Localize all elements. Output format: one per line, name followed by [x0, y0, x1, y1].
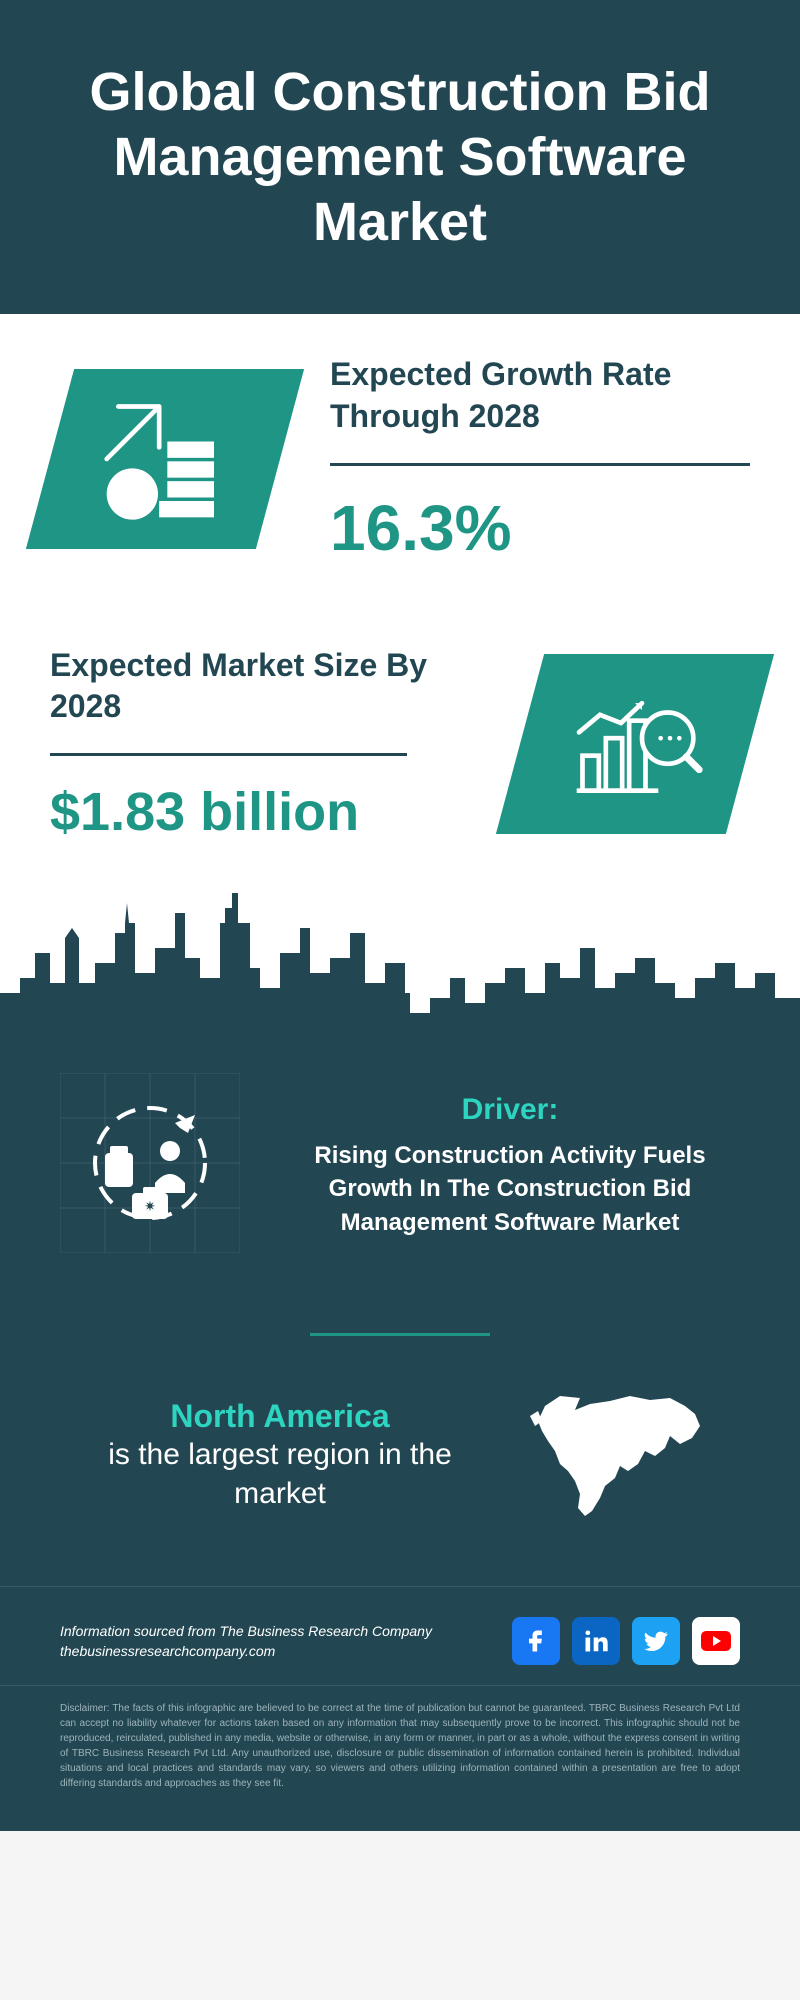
driver-content: Driver: Rising Construction Activity Fue… — [280, 1073, 740, 1240]
region-highlight: North America — [80, 1398, 480, 1435]
stat-growth-section: $ Expected Growth Rate Through 2028 16.3… — [0, 314, 800, 604]
market-text-block: Expected Market Size By 2028 $1.83 billi… — [50, 645, 470, 843]
region-subtext: is the largest region in the market — [80, 1435, 480, 1513]
market-value: $1.83 billion — [50, 781, 470, 843]
driver-text: Rising Construction Activity Fuels Growt… — [280, 1139, 740, 1240]
page-title: Global Construction Bid Management Softw… — [40, 60, 760, 254]
youtube-icon[interactable] — [692, 1617, 740, 1665]
footer-source: Information sourced from The Business Re… — [60, 1623, 482, 1639]
twitter-icon[interactable] — [632, 1617, 680, 1665]
region-block: North America is the largest region in t… — [60, 1386, 740, 1526]
dark-info-section: ✷ Driver: Rising Construction Activity F… — [0, 1043, 800, 1586]
footer-url: thebusinessresearchcompany.com — [60, 1643, 482, 1659]
north-america-map-icon — [520, 1386, 720, 1526]
skyline-section — [0, 883, 800, 1043]
driver-title: Driver: — [280, 1093, 740, 1127]
facebook-icon[interactable] — [512, 1617, 560, 1665]
driver-block: ✷ Driver: Rising Construction Activity F… — [60, 1043, 740, 1283]
market-label: Expected Market Size By 2028 — [50, 645, 470, 728]
header-section: Global Construction Bid Management Softw… — [0, 0, 800, 314]
region-text: North America is the largest region in t… — [80, 1398, 480, 1513]
growth-label: Expected Growth Rate Through 2028 — [330, 354, 750, 437]
social-icons-row — [512, 1617, 740, 1665]
stat-market-section: Expected Market Size By 2028 $1.83 billi… — [0, 605, 800, 883]
growth-value: 16.3% — [330, 491, 750, 565]
growth-icon-box: $ — [26, 369, 304, 549]
svg-text:$: $ — [124, 480, 141, 513]
money-growth-icon: $ — [95, 389, 235, 529]
services-grid-icon: ✷ — [60, 1073, 240, 1253]
infographic-container: Global Construction Bid Management Softw… — [0, 0, 800, 1831]
svg-text:✷: ✷ — [144, 1198, 156, 1214]
disclaimer-section: Disclaimer: The facts of this infographi… — [0, 1685, 800, 1831]
divider — [330, 463, 750, 466]
disclaimer-text: Disclaimer: The facts of this infographi… — [60, 1701, 740, 1791]
footer-source-block: Information sourced from The Business Re… — [60, 1623, 482, 1659]
growth-text-block: Expected Growth Rate Through 2028 16.3% — [330, 354, 750, 564]
footer-section: Information sourced from The Business Re… — [0, 1586, 800, 1685]
city-skyline-icon — [0, 883, 800, 1043]
section-divider — [310, 1333, 490, 1336]
linkedin-icon[interactable] — [572, 1617, 620, 1665]
chart-search-icon — [565, 674, 705, 814]
divider — [50, 753, 407, 756]
market-icon-box — [496, 654, 774, 834]
